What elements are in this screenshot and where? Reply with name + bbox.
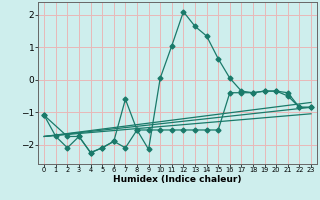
X-axis label: Humidex (Indice chaleur): Humidex (Indice chaleur) xyxy=(113,175,242,184)
